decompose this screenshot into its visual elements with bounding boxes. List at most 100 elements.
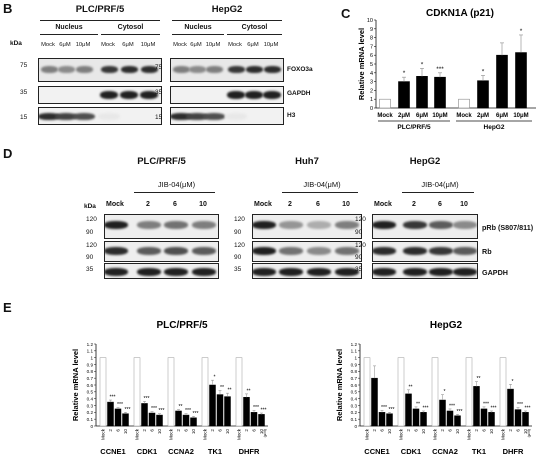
e1-bar — [235, 357, 243, 427]
e2-ytick-label: 0.2 — [351, 410, 358, 415]
d-marker-2-1: 90 — [355, 229, 363, 236]
b-right-lane-4: 6μM — [247, 42, 259, 48]
rb-band — [453, 247, 477, 255]
b-left-lane-2: 10μM — [75, 42, 91, 48]
d-set-0-treatment-rule — [134, 192, 215, 193]
e2-ytick-label: 0.6 — [351, 383, 358, 388]
e2-lane-label: 6 — [516, 429, 521, 432]
b-label-h3: H3 — [287, 112, 296, 119]
b-right-lane-5: 10μM — [263, 42, 279, 48]
prb-band — [105, 221, 128, 229]
prb-band — [453, 221, 477, 229]
d-label-prb: pRb (S807/811) — [482, 223, 534, 232]
e1-significance: ** — [178, 404, 182, 410]
e2-unit-label: (μM) — [526, 428, 531, 437]
d-marker-2-2: 120 — [355, 242, 366, 249]
d-marker-0-0: 120 — [86, 216, 97, 223]
b-left-gapdh-blot — [38, 86, 162, 104]
h3-band — [55, 112, 77, 120]
foxo3a-band — [263, 65, 281, 73]
e1-significance: *** — [185, 408, 191, 414]
b-right-h3-blot — [170, 107, 284, 125]
e1-lane-label: 6 — [116, 429, 121, 432]
e2-lane-label: Mock — [501, 428, 506, 440]
e1-lane-label: 10 — [123, 429, 128, 435]
c-ytick-label: 5 — [370, 62, 373, 68]
c-ylabel: Relative mRNA level — [357, 28, 366, 100]
foxo3a-band — [188, 65, 206, 73]
e2-lane-label: 10 — [489, 429, 494, 435]
e2-lane-label: 6 — [414, 429, 419, 432]
d-set-0-lane-0: Mock — [106, 201, 124, 208]
gapdh-band — [137, 268, 161, 276]
e1-lane-label: 6 — [184, 429, 189, 432]
e1-ytick-label: 1 — [90, 355, 93, 360]
c-xtick-label: 10μM — [432, 113, 447, 119]
e1-ytick-label: 1.1 — [87, 349, 94, 354]
b-left-group-cytosol: Cytosol — [117, 24, 144, 31]
e2-title: HepG2 — [430, 320, 463, 331]
c-ytick-label: 8 — [370, 36, 373, 42]
e2-lane-label: Mock — [365, 428, 370, 440]
b-right-cytosol-rule — [227, 34, 282, 35]
d-label-rb: Rb — [482, 247, 492, 256]
e2-bar — [420, 412, 427, 427]
c-xtick-label: 6μM — [496, 113, 508, 119]
e1-lane-label: 10 — [191, 429, 196, 435]
e2-significance: *** — [388, 407, 394, 413]
e2-significance: ** — [408, 384, 412, 390]
d-marker-1-4: 35 — [234, 266, 242, 273]
e2-lane-label: 10 — [387, 429, 392, 435]
b-left-lane-5: 10μM — [140, 42, 156, 48]
e2-lane-label: Mock — [433, 428, 438, 440]
e1-lane-label: 6 — [252, 429, 257, 432]
c-ytick-label: 1 — [370, 97, 373, 103]
e1-significance: ** — [246, 388, 250, 394]
h3-band — [73, 112, 95, 120]
e2-significance: *** — [422, 405, 428, 411]
b-marker-75: 75 — [20, 62, 28, 69]
e2-bar — [465, 357, 473, 427]
foxo3a-band — [140, 65, 158, 73]
c-bar — [458, 98, 470, 109]
e1-lane-label: 2 — [142, 429, 147, 432]
e1-lane-label: 10 — [157, 429, 162, 435]
e2-bar — [371, 377, 378, 427]
e1-significance: *** — [151, 406, 157, 412]
foxo3a-band — [245, 65, 263, 73]
d-marker-1-0: 120 — [234, 216, 245, 223]
e1-ytick-label: 0.9 — [87, 362, 94, 367]
b-left-lane-0: Mock — [41, 42, 55, 48]
b-left-nucleus-rule — [40, 34, 98, 35]
c-bar — [434, 76, 446, 109]
foxo3a-band — [172, 65, 190, 73]
foxo3a-band — [227, 65, 245, 73]
e2-lane-label: 2 — [508, 429, 513, 432]
d-set-0-title: PLC/PRF/5 — [137, 156, 186, 167]
b-right-marker-15: 15 — [155, 114, 163, 121]
d-set-1-treatment: JIB-04(μM) — [303, 180, 341, 189]
b-right-lane-2: 10μM — [205, 42, 221, 48]
d-set-1-lane-2: 6 — [316, 201, 320, 208]
b-right-title-rule — [172, 20, 282, 21]
d-set-1-gapdh-blot — [252, 263, 362, 279]
e2-significance: *** — [483, 401, 489, 407]
b-label-gapdh: GAPDH — [287, 90, 311, 97]
c-bar — [477, 80, 489, 109]
b-left-cytosol-rule — [101, 34, 160, 35]
e2-ytick-label: 0.4 — [351, 396, 358, 401]
e1-significance: *** — [109, 395, 115, 401]
e2-bar — [514, 409, 522, 427]
b-right-foxo3a-blot — [170, 58, 284, 82]
gapdh-band — [140, 91, 158, 99]
c-significance: * — [482, 68, 485, 75]
e1-lane-label: 2 — [176, 429, 181, 432]
d-marker-1-3: 90 — [234, 254, 242, 261]
e1-lane-label: Mock — [237, 428, 242, 440]
e2-significance: *** — [517, 402, 523, 408]
d-set-1-lane-0: Mock — [254, 201, 272, 208]
e2-bar — [488, 412, 495, 427]
e2-significance: *** — [381, 405, 387, 411]
e1-unit-label: (μM) — [262, 428, 267, 437]
panel-label-e: E — [3, 300, 12, 315]
